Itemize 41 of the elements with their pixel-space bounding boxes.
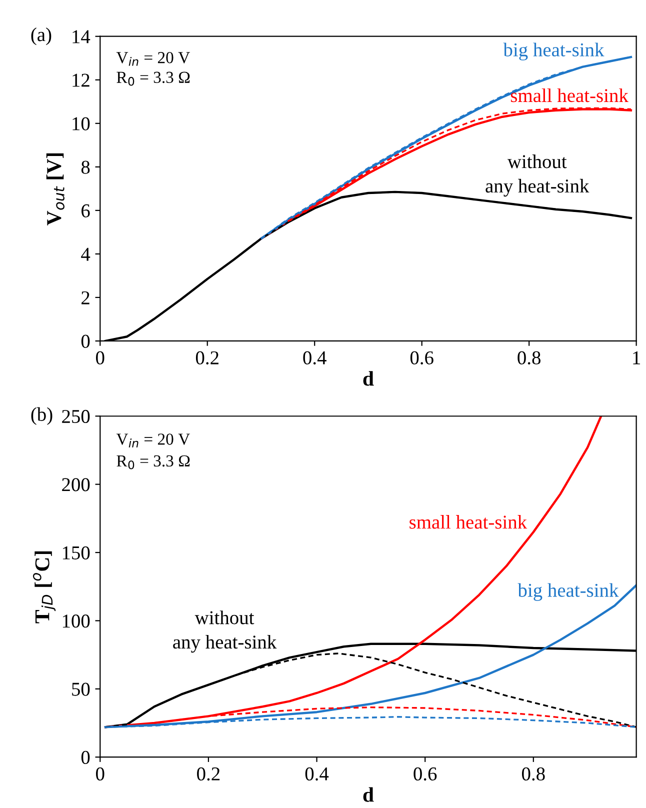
x-tick-label: 0.8 [518,351,540,364]
series-label: without any heat-sink [486,154,590,197]
x-tick-label: 0.6 [414,767,437,781]
x-tick-label: 0.4 [305,767,329,781]
y-tick-label: 150 [62,546,90,560]
x-tick-label: 0.2 [197,767,220,781]
y-axis-title: V$_{out}$ [V] [46,153,64,226]
y-tick-label: 0 [81,334,90,348]
chart-title: (b) [31,407,52,425]
y-tick-label: 50 [72,682,90,696]
y-axis-title: T$_{jD}$ [$^{o}$C] [32,551,56,624]
series-label: without any heat-sink [173,610,277,653]
y-tick-label: 6 [82,204,90,218]
x-tick-label: 0.8 [522,767,545,781]
annotation: R$_{0}$ = 3.3 Ω [116,72,190,86]
y-tick-label: 14 [72,30,90,44]
annotation: V$_{in}$ = 20 V [116,52,190,66]
annotation: R$_{0}$ = 3.3 Ω [116,455,190,470]
y-tick-label: 250 [62,410,90,424]
y-tick-label: 10 [72,117,90,130]
x-axis-title: d [363,787,374,802]
y-tick-label: 8 [81,160,90,174]
x-tick-label: 1 [633,351,640,364]
y-tick-label: 100 [62,614,90,628]
y-tick-label: 2 [82,291,90,304]
x-tick-label: 0 [96,351,104,364]
series-label: big heat-sink [518,583,619,601]
x-tick-label: 0.2 [196,351,218,364]
y-tick-label: 200 [62,478,90,492]
series-label: big heat-sink [503,42,604,60]
y-tick-label: 0 [81,750,90,764]
y-tick-label: 12 [72,74,90,87]
x-tick-label: 0.4 [303,351,326,364]
x-tick-label: 0.6 [410,351,434,364]
x-tick-label: 0 [96,767,104,780]
chart-title: (a) [31,28,52,46]
annotation: V$_{in}$ = 20 V [116,434,190,448]
series-label: small heat-sink [410,515,528,529]
series-label: small heat-sink [510,88,628,102]
x-axis-title: d [363,371,374,386]
y-tick-label: 4 [81,248,90,261]
